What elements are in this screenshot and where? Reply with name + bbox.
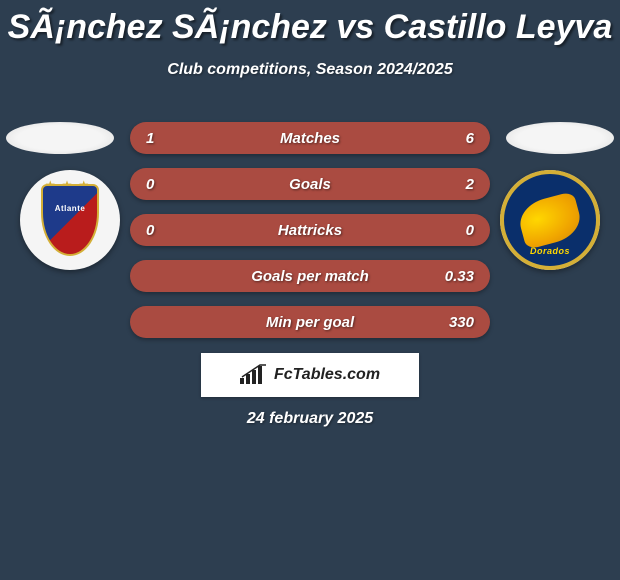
stat-pill-goals-per-match: Goals per match 0.33	[130, 260, 490, 292]
stat-value-right: 330	[449, 314, 474, 331]
stat-row: 0 Goals 2	[0, 168, 620, 200]
brand-label: FcTables.com	[274, 366, 380, 384]
stat-pill-matches: 1 Matches 6	[130, 122, 490, 154]
subtitle: Club competitions, Season 2024/2025	[0, 61, 620, 79]
stat-pill-goals: 0 Goals 2	[130, 168, 490, 200]
stats-area: 1 Matches 6 0 Goals 2 0 Hattricks 0 Goal…	[0, 122, 620, 352]
date-label: 24 february 2025	[0, 410, 620, 428]
stat-pill-min-per-goal: Min per goal 330	[130, 306, 490, 338]
stat-value-left: 0	[146, 176, 154, 193]
stat-label: Matches	[280, 130, 340, 147]
page-title: SÃ¡nchez SÃ¡nchez vs Castillo Leyva	[0, 0, 620, 47]
stat-label: Hattricks	[278, 222, 342, 239]
stat-row: Goals per match 0.33	[0, 260, 620, 292]
stat-value-right: 0	[466, 222, 474, 239]
stat-row: Min per goal 330	[0, 306, 620, 338]
stat-label: Goals per match	[251, 268, 369, 285]
stat-label: Min per goal	[266, 314, 354, 331]
stat-row: 0 Hattricks 0	[0, 214, 620, 246]
stat-value-right: 0.33	[445, 268, 474, 285]
stat-value-right: 2	[466, 176, 474, 193]
stat-value-right: 6	[466, 130, 474, 147]
stat-pill-hattricks: 0 Hattricks 0	[130, 214, 490, 246]
stat-value-left: 1	[146, 130, 154, 147]
bar-chart-icon	[240, 364, 268, 386]
brand-watermark: FcTables.com	[201, 353, 419, 397]
stat-label: Goals	[289, 176, 331, 193]
stat-row: 1 Matches 6	[0, 122, 620, 154]
stat-value-left: 0	[146, 222, 154, 239]
